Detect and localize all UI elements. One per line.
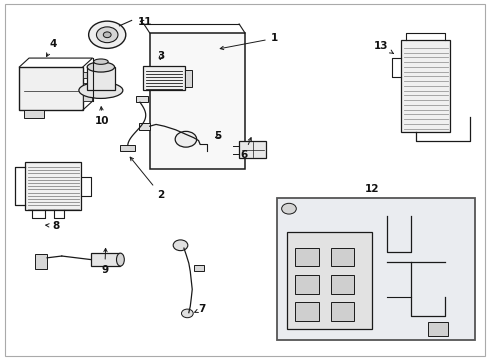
Bar bbox=[83, 95, 92, 102]
Bar bbox=[83, 84, 92, 90]
Bar bbox=[19, 67, 83, 110]
Bar bbox=[91, 253, 121, 266]
Text: 3: 3 bbox=[157, 51, 165, 61]
Bar bbox=[239, 140, 266, 158]
Text: 5: 5 bbox=[215, 131, 222, 141]
Text: 2: 2 bbox=[130, 157, 165, 200]
Bar bbox=[24, 110, 44, 118]
Text: 13: 13 bbox=[373, 41, 393, 53]
Bar bbox=[331, 302, 354, 321]
Bar bbox=[331, 275, 354, 294]
Bar bbox=[277, 198, 475, 339]
Bar bbox=[194, 265, 204, 271]
Ellipse shape bbox=[79, 82, 123, 98]
Bar bbox=[35, 254, 47, 269]
Text: 11: 11 bbox=[138, 17, 152, 27]
Bar bbox=[185, 69, 192, 87]
Bar bbox=[428, 321, 448, 336]
Bar bbox=[331, 248, 354, 266]
Circle shape bbox=[175, 131, 196, 147]
Text: 6: 6 bbox=[241, 138, 251, 160]
Text: 8: 8 bbox=[46, 221, 59, 231]
Bar bbox=[295, 302, 319, 321]
Circle shape bbox=[173, 240, 188, 251]
Text: 7: 7 bbox=[195, 304, 206, 314]
Bar bbox=[150, 33, 245, 169]
Ellipse shape bbox=[87, 62, 115, 72]
Ellipse shape bbox=[117, 253, 124, 266]
Circle shape bbox=[103, 32, 111, 38]
Text: 4: 4 bbox=[47, 39, 57, 57]
Text: 12: 12 bbox=[365, 184, 379, 194]
Circle shape bbox=[89, 21, 126, 48]
Bar bbox=[139, 123, 150, 130]
Bar bbox=[25, 162, 81, 211]
Bar bbox=[287, 232, 372, 329]
Text: 9: 9 bbox=[101, 248, 108, 275]
Circle shape bbox=[97, 27, 118, 42]
Bar bbox=[83, 72, 92, 78]
Text: 1: 1 bbox=[220, 33, 278, 50]
Bar bbox=[295, 275, 319, 294]
Circle shape bbox=[181, 309, 193, 318]
Bar bbox=[401, 40, 450, 132]
Ellipse shape bbox=[94, 59, 108, 64]
Bar bbox=[136, 96, 148, 102]
Bar bbox=[121, 145, 135, 150]
Circle shape bbox=[282, 203, 296, 214]
Bar bbox=[295, 248, 319, 266]
Bar bbox=[87, 67, 115, 90]
Text: 10: 10 bbox=[95, 107, 110, 126]
Bar bbox=[144, 66, 185, 90]
